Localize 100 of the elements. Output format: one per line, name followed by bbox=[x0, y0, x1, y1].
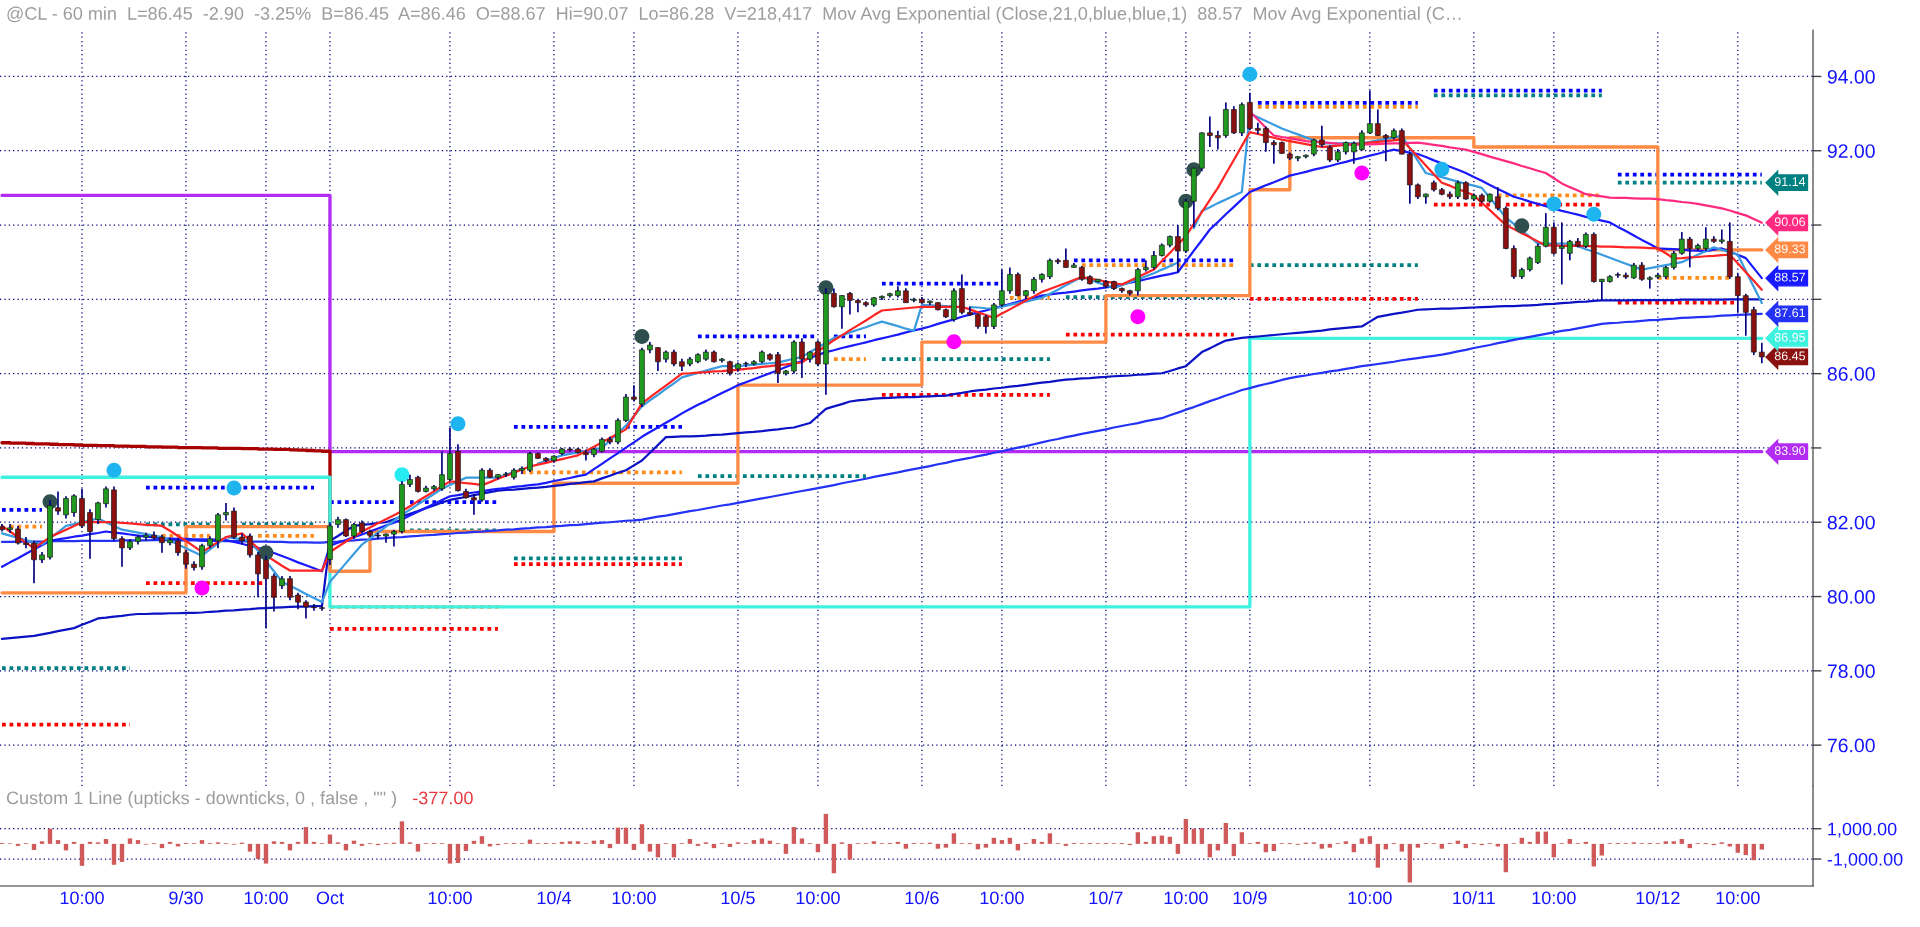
candlestick bbox=[1463, 180, 1469, 201]
bar bbox=[687, 839, 693, 844]
x-tick-label: 10:00 bbox=[60, 891, 104, 905]
bar bbox=[479, 836, 485, 844]
candlestick bbox=[1670, 250, 1677, 271]
bar bbox=[1599, 843, 1605, 856]
point bbox=[450, 416, 466, 432]
bar bbox=[1319, 843, 1325, 849]
bar bbox=[271, 841, 277, 844]
bar bbox=[119, 843, 125, 862]
bar bbox=[111, 843, 117, 865]
y-tick-label: 1,000.00 bbox=[1828, 822, 1897, 838]
bar bbox=[951, 833, 957, 844]
y-tick-label: -1,000.00 bbox=[1827, 852, 1903, 868]
data-label: 90.06 bbox=[1774, 217, 1806, 227]
bar bbox=[791, 827, 797, 844]
data-label: 88.57 bbox=[1774, 272, 1805, 282]
bar bbox=[303, 827, 309, 844]
point bbox=[1586, 206, 1602, 222]
candlestick bbox=[1742, 292, 1749, 337]
point bbox=[1242, 66, 1258, 82]
bar bbox=[1663, 841, 1669, 844]
point bbox=[1354, 165, 1370, 181]
bar bbox=[1359, 838, 1365, 844]
x-tick-label: 10:00 bbox=[1348, 891, 1392, 905]
candlestick bbox=[31, 539, 37, 584]
point bbox=[1546, 196, 1562, 212]
candlestick bbox=[1423, 192, 1429, 205]
bar bbox=[1759, 843, 1765, 850]
candlestick bbox=[1319, 125, 1325, 148]
data-label: 89.33 bbox=[1774, 244, 1806, 254]
x-tick-label: 10/7 bbox=[1089, 891, 1123, 905]
bar bbox=[983, 843, 989, 848]
bar bbox=[135, 840, 141, 844]
candlestick bbox=[1455, 179, 1461, 200]
candlestick bbox=[1495, 186, 1501, 212]
data-label: 87.61 bbox=[1774, 308, 1805, 318]
bar bbox=[783, 843, 789, 854]
bar bbox=[1191, 828, 1197, 844]
bar bbox=[455, 843, 461, 863]
x-tick-label: 10:00 bbox=[612, 891, 656, 905]
bar bbox=[1199, 828, 1205, 844]
bar bbox=[1503, 843, 1509, 873]
candlestick bbox=[199, 542, 205, 571]
chart-title: Custom 1 Line (upticks - downticks, 0 , false , "" ) bbox=[6, 791, 396, 808]
bar bbox=[1439, 843, 1445, 849]
x-tick-label: 10:00 bbox=[796, 891, 840, 905]
bar bbox=[1183, 819, 1189, 844]
y-tick-label: 78.00 bbox=[1827, 664, 1875, 679]
point bbox=[194, 580, 210, 596]
candlestick bbox=[991, 302, 997, 330]
bar bbox=[127, 838, 133, 844]
candlestick bbox=[1686, 236, 1693, 269]
y-tick-label: 76.00 bbox=[1827, 738, 1875, 753]
bar bbox=[103, 839, 109, 844]
bar bbox=[471, 840, 477, 844]
bar bbox=[1151, 836, 1157, 844]
x-tick-label: 10/11 bbox=[1453, 891, 1495, 905]
candlestick bbox=[983, 314, 989, 335]
candlestick bbox=[223, 502, 229, 522]
bar bbox=[567, 841, 573, 844]
bar bbox=[1367, 836, 1373, 844]
bar bbox=[39, 841, 45, 844]
candlestick bbox=[1215, 129, 1221, 151]
x-tick-label: 10:00 bbox=[980, 891, 1024, 905]
candlestick bbox=[471, 493, 477, 516]
bar bbox=[943, 843, 949, 848]
point bbox=[1130, 309, 1146, 325]
candlestick bbox=[1207, 115, 1213, 148]
bar bbox=[1327, 843, 1333, 848]
candlestick bbox=[183, 549, 189, 570]
y-tick-label: 94.00 bbox=[1827, 69, 1875, 84]
y-tick-label: 92.00 bbox=[1827, 144, 1875, 158]
bar bbox=[79, 843, 85, 866]
bar bbox=[327, 834, 333, 844]
bar bbox=[247, 843, 253, 852]
bar bbox=[599, 840, 605, 844]
candlestick bbox=[527, 450, 533, 473]
candlestick bbox=[1678, 231, 1685, 256]
candlestick bbox=[439, 450, 445, 492]
bar bbox=[1271, 843, 1277, 851]
bar bbox=[1167, 836, 1173, 844]
x-tick-label: 10:00 bbox=[1164, 891, 1208, 905]
bar bbox=[831, 843, 837, 874]
candlestick bbox=[1646, 275, 1653, 290]
x-tick-label: 10/9 bbox=[1233, 891, 1267, 905]
data-label: 91.14 bbox=[1774, 177, 1806, 187]
x-tick-label: 10/6 bbox=[905, 891, 939, 905]
candlestick bbox=[1231, 105, 1237, 135]
candlestick bbox=[71, 493, 77, 518]
bar bbox=[871, 841, 877, 844]
candlestick bbox=[15, 525, 21, 546]
bar bbox=[463, 843, 469, 851]
x-tick-label: 10/12 bbox=[1636, 891, 1680, 905]
candlestick bbox=[63, 495, 69, 520]
candlestick bbox=[1702, 226, 1709, 252]
y-tick-label: 82.00 bbox=[1827, 515, 1875, 530]
candlestick bbox=[1567, 239, 1573, 262]
candlestick bbox=[303, 599, 309, 620]
x-tick-label: 10/4 bbox=[537, 891, 571, 905]
